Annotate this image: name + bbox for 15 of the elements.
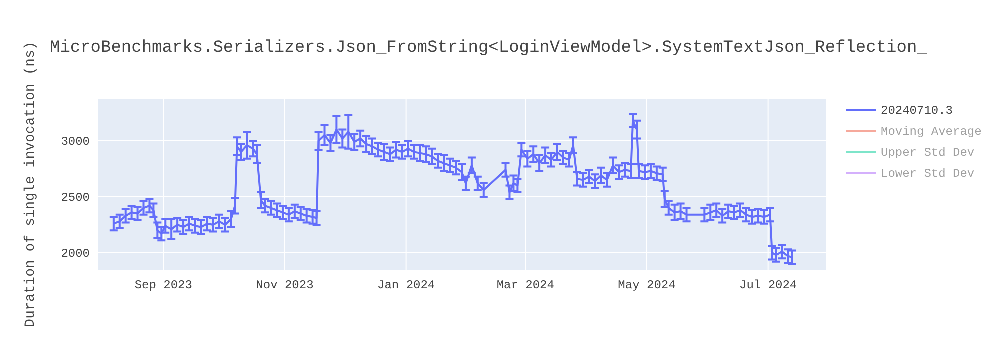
x-tick-label: Mar 2024 [496,278,554,293]
legend-label: Moving Average [881,125,982,139]
legend-label: Upper Std Dev [881,146,975,160]
legend-label: 20240710.3 [881,104,954,118]
x-tick-label: May 2024 [618,278,676,293]
x-tick-label: Jan 2024 [378,278,436,293]
legend-label: Lower Std Dev [881,167,975,181]
x-tick-label: Sep 2023 [134,278,192,293]
x-tick-label: Nov 2023 [256,278,314,293]
y-axis-title: Duration of single invocation (ns) [23,42,39,328]
y-tick-label: 2000 [61,246,90,261]
x-tick-label: Jul 2024 [740,278,798,293]
chart-title: MicroBenchmarks.Serializers.Json_FromString<LoginViewModel>.SystemTextJson_Reflection_ [50,39,928,58]
y-tick-label: 2500 [61,190,90,205]
y-tick-label: 3000 [61,134,90,149]
